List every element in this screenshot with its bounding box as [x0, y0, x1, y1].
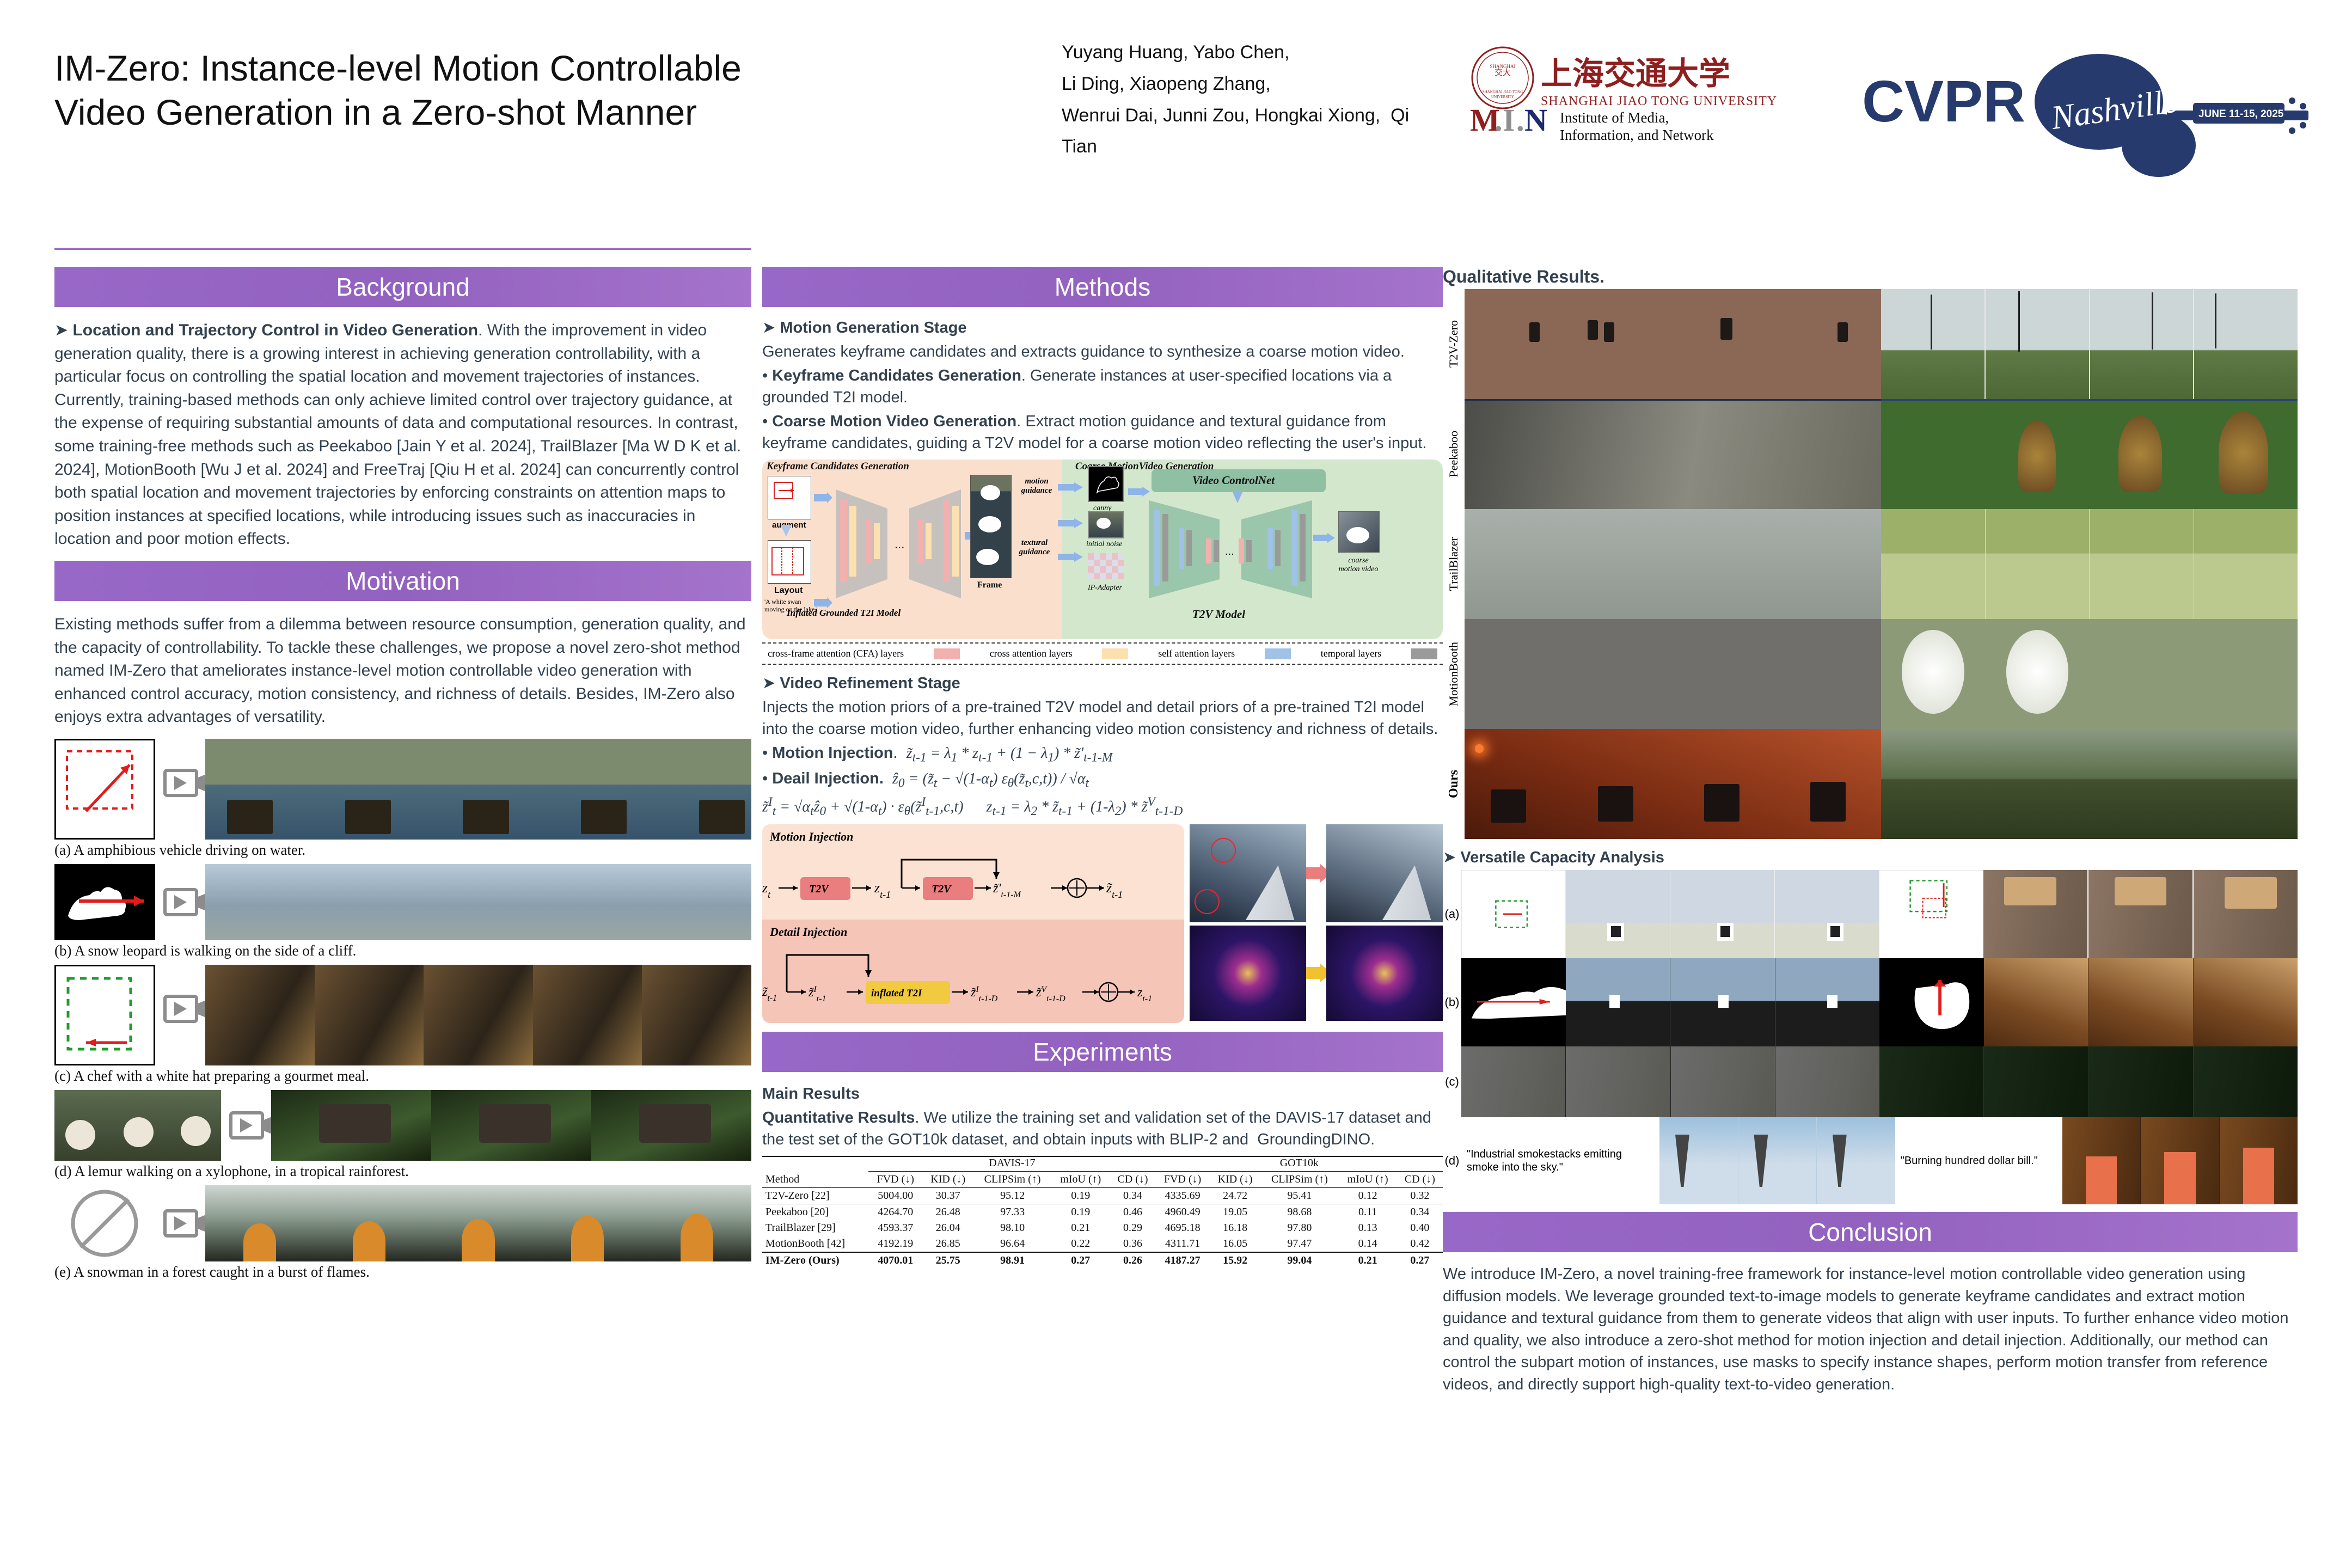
- svg-text:inflated T2I: inflated T2I: [871, 988, 922, 999]
- svg-text:UNIVERSITY: UNIVERSITY: [1491, 95, 1514, 99]
- svg-text:CVPR: CVPR: [1862, 68, 2025, 134]
- svg-text:zt-1: zt-1: [874, 880, 891, 900]
- svg-text:zt: zt: [762, 880, 771, 900]
- svg-text:T2V: T2V: [809, 883, 829, 895]
- svg-text:z̃t-1: z̃t-1: [1106, 880, 1123, 900]
- svg-text:.: .: [1494, 102, 1503, 138]
- svg-text:上海交通大学: 上海交通大学: [1541, 56, 1730, 91]
- svg-text:z̃t-1: z̃t-1: [762, 985, 777, 1003]
- svg-text:SHANGHAI JIAO TONG UNIVERSITY: SHANGHAI JIAO TONG UNIVERSITY: [1541, 94, 1777, 108]
- svg-text:...: ...: [1225, 546, 1234, 558]
- svg-text:JUNE 11-15, 2025: JUNE 11-15, 2025: [2198, 108, 2284, 120]
- svg-text:SHANGHAI JIAO TONG: SHANGHAI JIAO TONG: [1483, 90, 1523, 94]
- svg-text:Information, and Network: Information, and Network: [1560, 127, 1714, 143]
- svg-text:z̃Vt-1-D: z̃Vt-1-D: [1036, 984, 1065, 1003]
- svg-text:N: N: [1524, 102, 1547, 138]
- svg-text:T2V: T2V: [932, 883, 952, 895]
- svg-text:zt-1: zt-1: [1137, 985, 1152, 1003]
- svg-text:...: ...: [895, 537, 904, 551]
- svg-text:z̃'t-1-M: z̃'t-1-M: [993, 881, 1022, 899]
- svg-text:I: I: [1503, 102, 1515, 138]
- svg-text:z̃It-1-D: z̃It-1-D: [970, 984, 998, 1003]
- svg-text:交大: 交大: [1494, 68, 1511, 77]
- svg-text:.: .: [1516, 102, 1524, 138]
- svg-text:z̃It-1: z̃It-1: [808, 984, 826, 1003]
- svg-text:Institute of Media,: Institute of Media,: [1560, 109, 1669, 126]
